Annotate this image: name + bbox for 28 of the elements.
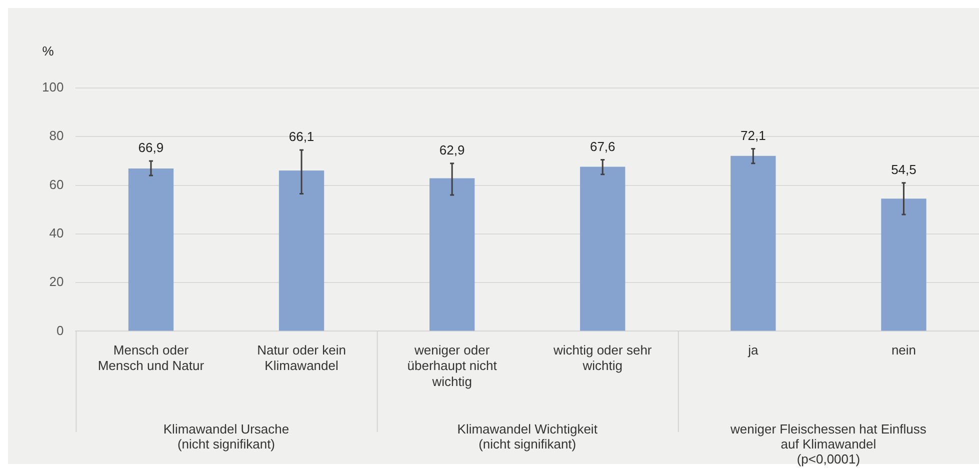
y-tick-label: 20 <box>49 274 64 290</box>
bar <box>580 166 626 331</box>
data-label: 62,9 <box>439 142 465 158</box>
x-tick-label: weniger oder überhaupt nicht wichtig <box>407 342 498 389</box>
x-tick-label: Natur oder kein Klimawandel <box>257 342 346 374</box>
x-tick-label: ja <box>747 342 759 358</box>
data-label: 54,5 <box>891 162 916 177</box>
data-label: 66,1 <box>288 129 314 144</box>
data-label: 66,9 <box>138 140 164 156</box>
y-tick-label: 60 <box>49 176 64 192</box>
x-tick-label: wichtig oder sehr wichtig <box>552 342 652 374</box>
text: Klimawandel Wichtigkeit (nicht signifikant) <box>457 421 598 452</box>
bar <box>429 178 475 331</box>
y-tick-label: 0 <box>56 322 64 338</box>
x-tick-label: nein <box>891 342 916 358</box>
data-label: 67,6 <box>590 138 616 154</box>
bar <box>278 170 324 331</box>
bar <box>881 198 926 331</box>
text: Klimawandel Ursache (nicht signifikant) <box>163 421 290 452</box>
text: weniger Fleischessen hat Einfluss auf Klimawandel (p<0,0001) <box>730 421 927 466</box>
data-label: 72,1 <box>740 128 766 143</box>
x-tick-label: Mensch oder Mensch und Natur <box>98 342 205 374</box>
y-tick-label: 80 <box>49 128 64 144</box>
y-tick-label: 40 <box>49 226 64 240</box>
y-axis-title: % <box>42 44 54 59</box>
y-tick-label: 100 <box>42 80 64 95</box>
bar <box>730 156 776 331</box>
bar <box>128 168 174 331</box>
